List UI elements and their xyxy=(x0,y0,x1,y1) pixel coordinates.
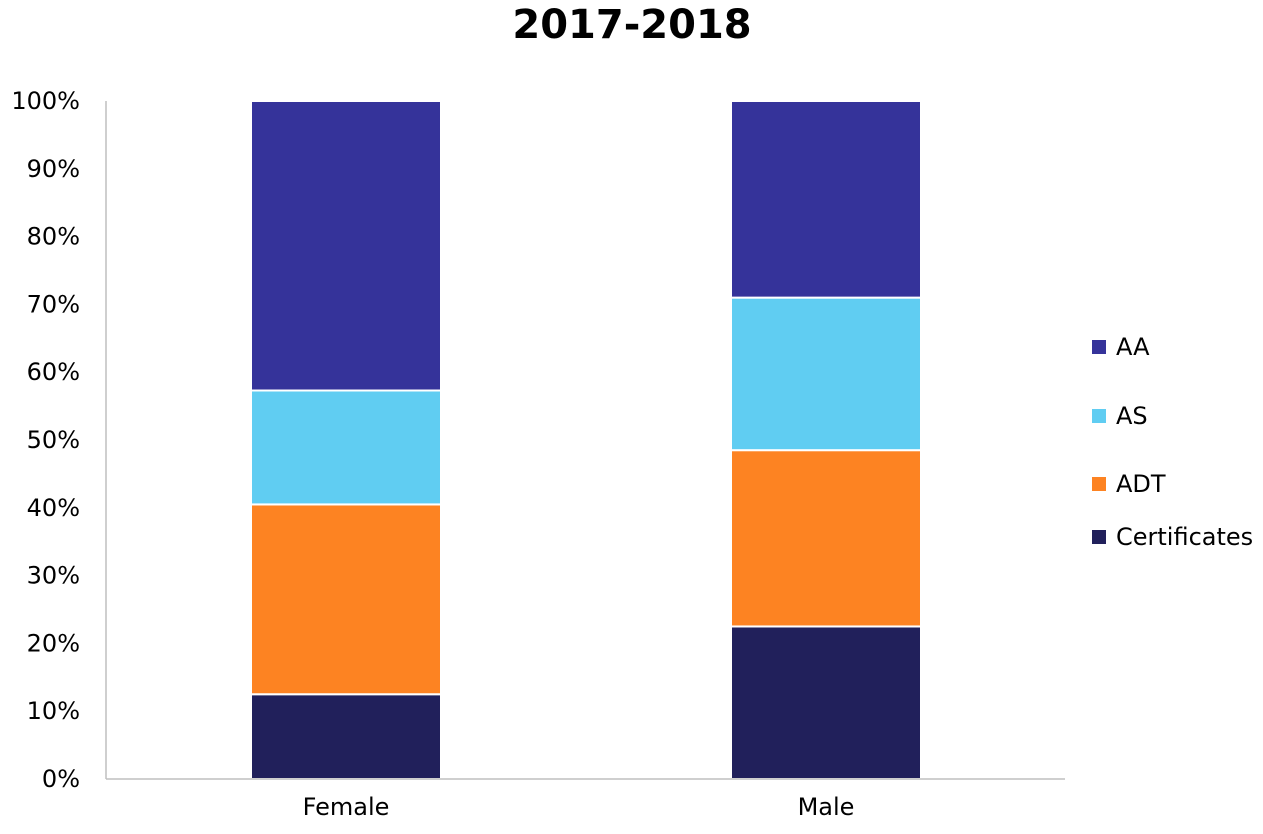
legend-swatch-aa xyxy=(1092,340,1106,354)
legend-label-as: AS xyxy=(1116,402,1148,430)
legend-label-adt: ADT xyxy=(1116,470,1166,498)
bar-male-as xyxy=(730,296,922,452)
bars xyxy=(250,100,922,781)
bar-female-certificates xyxy=(250,693,442,780)
y-tick-label: 70% xyxy=(27,290,80,318)
y-tick-label: 50% xyxy=(27,426,80,454)
bar-female-as xyxy=(250,389,442,506)
y-tick-label: 80% xyxy=(27,223,80,251)
y-tick-label: 30% xyxy=(27,562,80,590)
bar-female-aa xyxy=(250,100,442,392)
legend: AA AS ADT Certificates xyxy=(1092,333,1253,551)
y-tick-label: 40% xyxy=(27,494,80,522)
legend-swatch-adt xyxy=(1092,477,1106,491)
y-tick-label: 90% xyxy=(27,155,80,183)
legend-swatch-certificates xyxy=(1092,530,1106,544)
x-tick-label: Female xyxy=(303,793,390,821)
y-tick-label: 0% xyxy=(42,765,80,793)
bar-male-certificates xyxy=(730,625,922,781)
bar-male-adt xyxy=(730,449,922,628)
y-tick-label: 20% xyxy=(27,629,80,657)
bar-female-adt xyxy=(250,503,442,696)
y-tick-label: 100% xyxy=(11,87,80,115)
y-tick-label: 10% xyxy=(27,697,80,725)
legend-swatch-as xyxy=(1092,409,1106,423)
y-axis-ticks: 0% 10% 20% 30% 40% 50% 60% 70% 80% 90% 100% xyxy=(11,87,80,793)
chart-title: 2017-2018 xyxy=(512,2,751,48)
x-axis-ticks: Female Male xyxy=(303,793,855,821)
legend-label-certificates: Certificates xyxy=(1116,523,1253,551)
x-tick-label: Male xyxy=(798,793,855,821)
y-tick-label: 60% xyxy=(27,358,80,386)
bar-male-aa xyxy=(730,100,922,299)
legend-label-aa: AA xyxy=(1116,333,1150,361)
